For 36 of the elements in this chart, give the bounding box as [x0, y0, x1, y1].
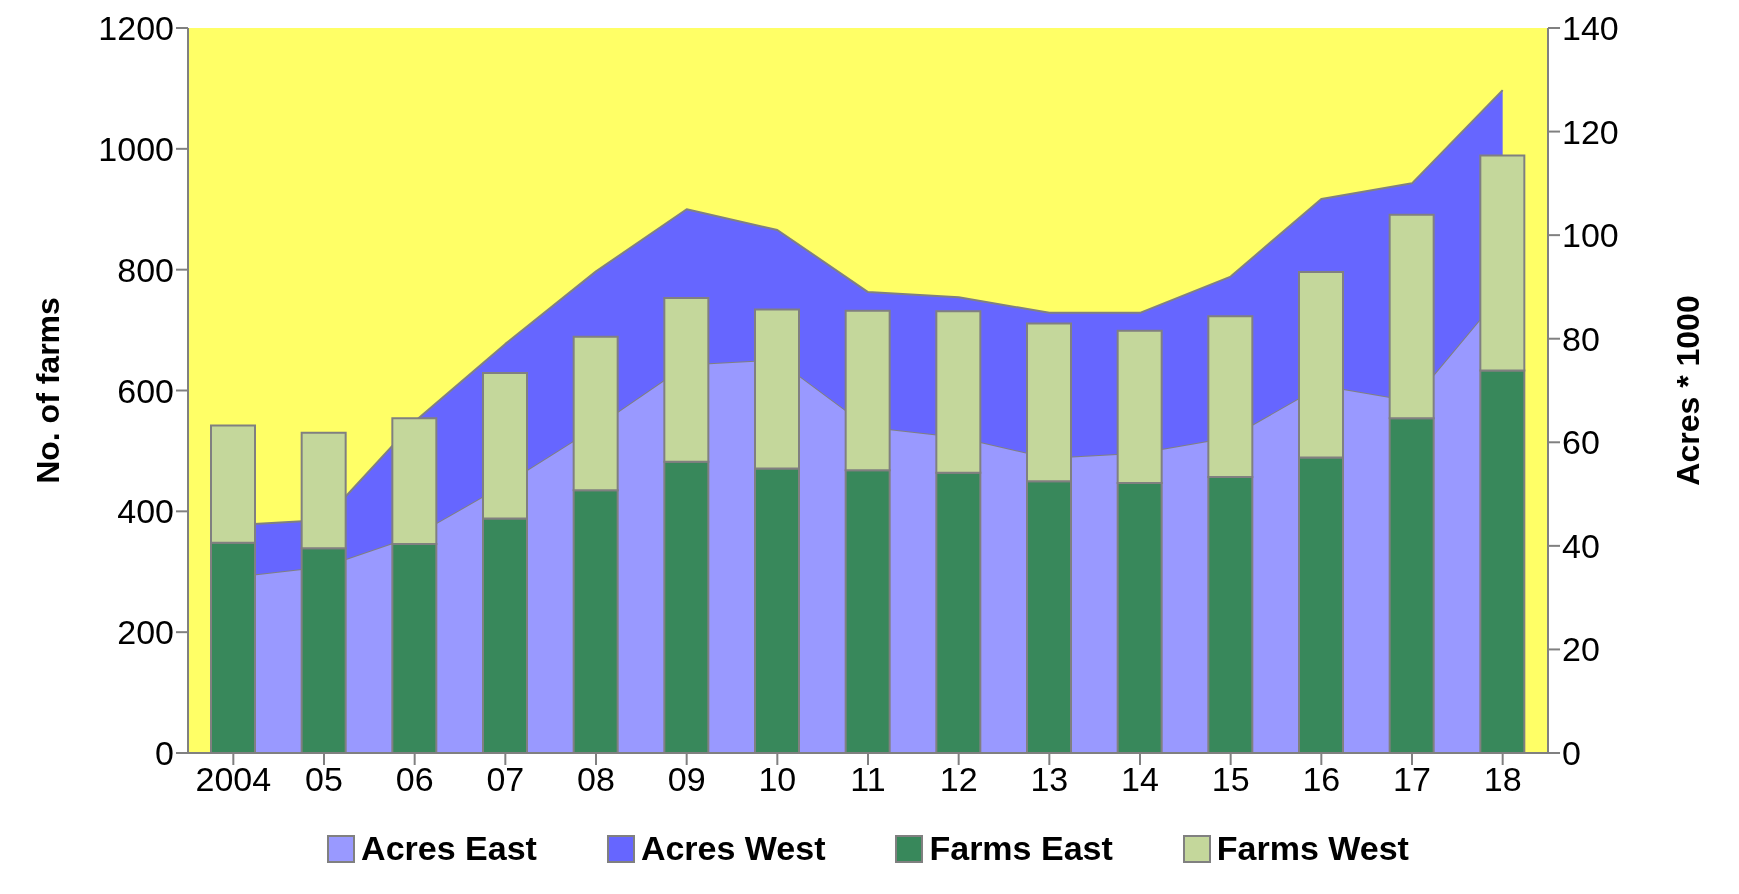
legend-label: Farms East [929, 829, 1113, 868]
y-tick-label: 0 [155, 734, 174, 773]
y2-tick-label: 100 [1562, 216, 1619, 255]
x-tick-label: 10 [758, 760, 797, 799]
y-tick-label: 800 [117, 250, 174, 289]
y-tick-label: 400 [117, 492, 174, 531]
x-tick-label: 06 [395, 760, 434, 799]
x-tick-label: 08 [577, 760, 615, 799]
y-tick-label: 200 [117, 613, 174, 652]
y2-tick-label: 0 [1562, 734, 1581, 773]
y2-tick-label: 20 [1562, 630, 1600, 669]
x-tick-label: 16 [1302, 760, 1341, 799]
x-tick-label: 15 [1211, 760, 1250, 799]
y2-tick-label: 120 [1562, 112, 1619, 151]
x-tick-label: 2004 [195, 760, 272, 799]
x-tick-label: 12 [939, 760, 978, 799]
x-tick-label: 18 [1483, 760, 1522, 799]
y2-tick-label: 60 [1562, 423, 1600, 462]
y2-tick-label: 140 [1562, 9, 1619, 48]
legend-label: Acres West [640, 829, 826, 868]
x-tick-label: 17 [1393, 760, 1431, 799]
y-tick-label: 600 [117, 371, 174, 410]
legend-label: Farms West [1216, 829, 1409, 868]
legend-label: Acres East [361, 829, 537, 868]
y2-tick-label: 80 [1562, 319, 1600, 358]
y2-axis-title: Acres * 1000 [1670, 295, 1707, 486]
y-tick-label: 1000 [98, 129, 174, 168]
y-axis-title: No. of farms [30, 297, 67, 484]
x-tick-label: 05 [305, 760, 343, 799]
x-tick-label: 09 [667, 760, 706, 799]
x-tick-label: 14 [1121, 760, 1159, 799]
y2-tick-label: 40 [1562, 526, 1600, 565]
x-tick-label: 07 [486, 760, 525, 799]
y-tick-label: 1200 [98, 9, 174, 48]
x-tick-label: 11 [850, 760, 886, 799]
x-tick-label: 13 [1030, 760, 1069, 799]
